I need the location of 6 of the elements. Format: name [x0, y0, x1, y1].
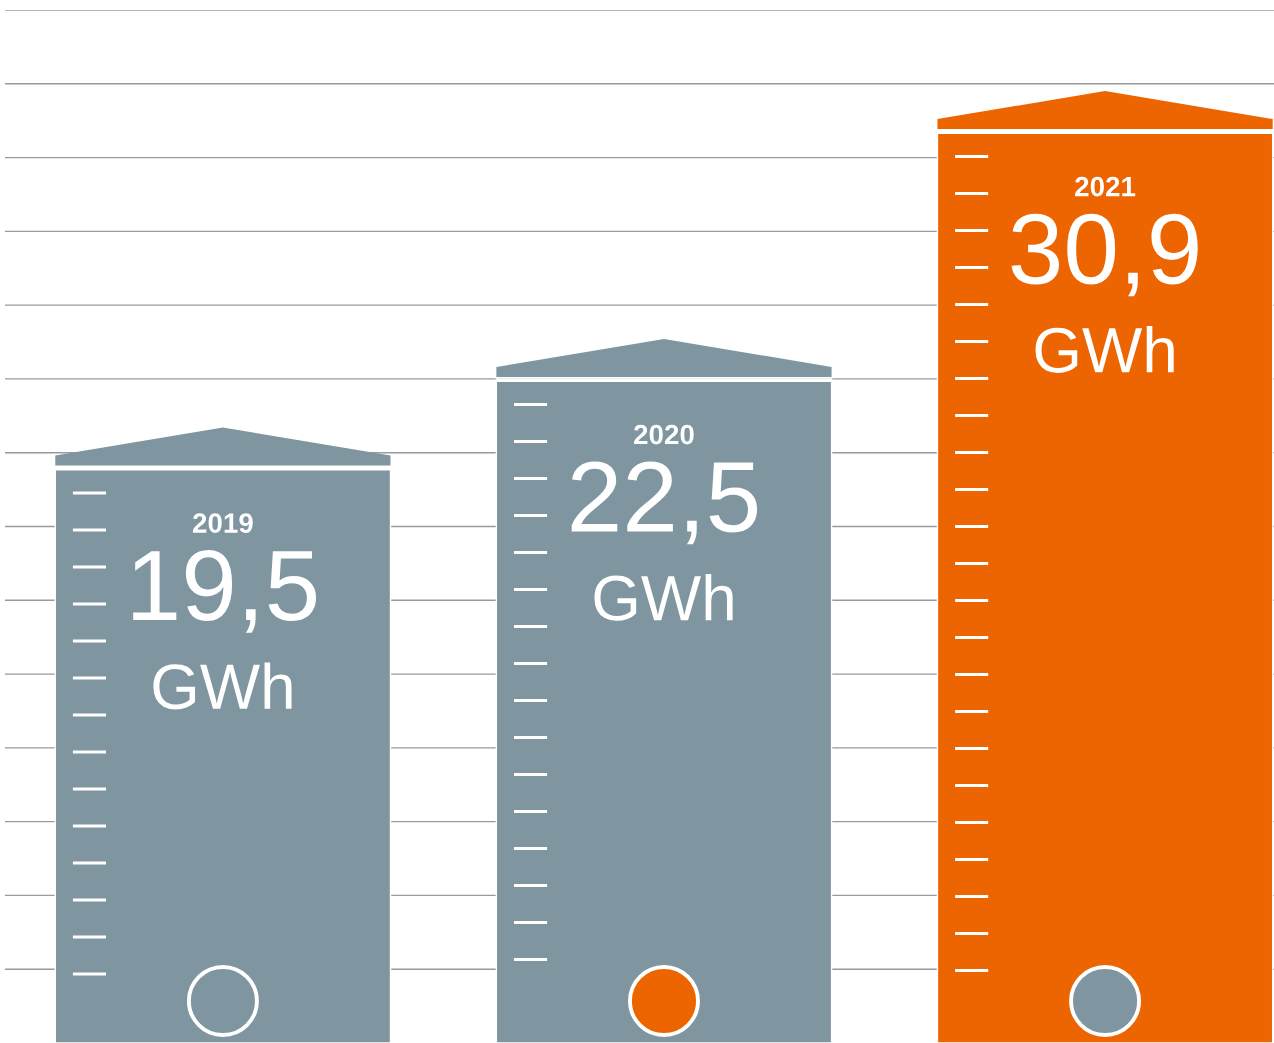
x-tick-label: 2019	[192, 513, 253, 533]
x-tick-label: 2021	[1075, 176, 1136, 197]
x-tick-label: 2020	[634, 424, 694, 445]
data-label: 22,5 GWh	[571, 461, 758, 621]
data-label: 19,5 GWh	[133, 550, 317, 710]
data-label: 30,9 GWh	[1011, 213, 1198, 373]
